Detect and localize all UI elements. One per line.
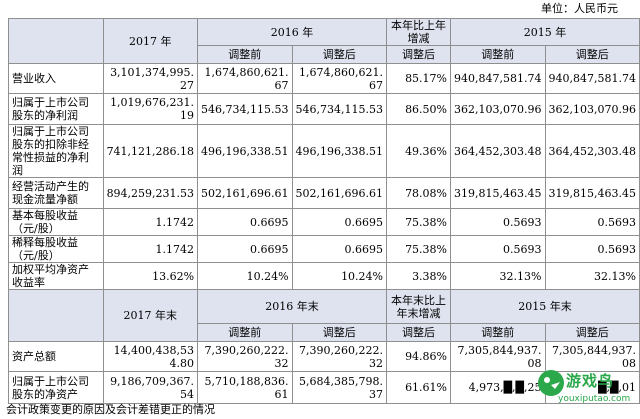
header-2015-end: 2015 年末 bbox=[450, 289, 640, 324]
row-label: 归属于上市公司股东的净利润 bbox=[8, 93, 104, 125]
cell-2017: 14,400,438,534.80 bbox=[102, 341, 199, 372]
cell-2016-before: 0.6695 bbox=[197, 235, 293, 263]
cell-2015-before: 7,305,844,937.08 bbox=[450, 341, 546, 372]
row-label: 资产总额 bbox=[8, 341, 104, 372]
header-change-after: 调整后 bbox=[386, 45, 452, 64]
table-row: 归属于上市公司股东的净资产 9,186,709,367.54 5,710,188… bbox=[8, 371, 640, 404]
cell-2017: 1.1742 bbox=[102, 208, 199, 236]
row-label: 基本每股收益（元/股） bbox=[8, 208, 104, 236]
cell-2016-after: 5,684,385,798.37 bbox=[291, 371, 388, 404]
header-change-end-after: 调整后 bbox=[386, 323, 452, 342]
cell-2016-before: 1,674,860,621.67 bbox=[197, 63, 293, 94]
cell-2015-before: 319,815,463.45 bbox=[450, 177, 546, 209]
cell-2015-before: 362,103,070.96 bbox=[450, 93, 546, 125]
header-corner bbox=[8, 18, 104, 64]
cell-2017: 1.1742 bbox=[102, 235, 199, 263]
table-row: 归属于上市公司股东的扣除非经常性损益的净利润 741,121,286.18 49… bbox=[8, 124, 640, 178]
cell-2016-after: 0.6695 bbox=[291, 235, 388, 263]
cell-2016-before: 7,390,260,222.32 bbox=[197, 341, 293, 372]
watermark-title: 游戏鸟 bbox=[566, 372, 615, 390]
row-label: 归属于上市公司股东的净资产 bbox=[8, 371, 104, 404]
cell-2015-after: 319,815,463.45 bbox=[544, 177, 640, 209]
cell-2016-after: 7,390,260,222.32 bbox=[291, 341, 388, 372]
header-2016-after: 调整后 bbox=[291, 45, 388, 64]
cell-2016-before: 10.24% bbox=[197, 262, 293, 290]
cell-2016-after: 0.6695 bbox=[291, 208, 388, 236]
footer-note: 会计政策变更的原因及会计差错更正的情况 bbox=[6, 403, 215, 416]
cell-2017: 3,101,374,995.27 bbox=[102, 63, 199, 94]
table-row: 资产总额 14,400,438,534.80 7,390,260,222.32 … bbox=[8, 341, 640, 372]
table-row: 基本每股收益（元/股） 1.1742 0.6695 0.6695 75.38% … bbox=[8, 208, 640, 236]
cell-2016-after: 496,196,338.51 bbox=[291, 124, 388, 178]
header-2015-end-before: 调整前 bbox=[450, 323, 546, 342]
header-2016-end-before: 调整前 bbox=[197, 323, 293, 342]
row-label: 归属于上市公司股东的扣除非经常性损益的净利润 bbox=[8, 124, 104, 178]
header-2015-after: 调整后 bbox=[544, 45, 640, 64]
table-row: 稀释每股收益（元/股） 1.1742 0.6695 0.6695 75.38% … bbox=[8, 235, 640, 263]
cell-2015-before: 0.5693 bbox=[450, 235, 546, 263]
cell-2015-before: 4,973,█,█,25 bbox=[450, 371, 546, 404]
cell-2017: 741,121,286.18 bbox=[102, 124, 199, 178]
cell-2016-before: 496,196,338.51 bbox=[197, 124, 293, 178]
row-label: 稀释每股收益（元/股） bbox=[8, 235, 104, 263]
financial-table: 2017 年 2016 年 本年比上年增减 2015 年 调整前 调整后 调整后… bbox=[8, 18, 640, 404]
cell-2015-after: 0.5693 bbox=[544, 235, 640, 263]
header-2016-before: 调整前 bbox=[197, 45, 293, 64]
cell-2017: 1,019,676,231.19 bbox=[102, 93, 199, 125]
header-change-end: 本年末比上年末增减 bbox=[386, 289, 452, 324]
header-2015-end-after: 调整后 bbox=[544, 323, 640, 342]
watermark-logo: 游戏鸟 youxiputao.com bbox=[536, 368, 632, 412]
cell-change: 61.61% bbox=[386, 371, 452, 404]
cell-2016-after: 1,674,860,621.67 bbox=[291, 63, 388, 94]
cell-2017: 9,186,709,367.54 bbox=[102, 371, 199, 404]
cell-2016-after: 502,161,696.61 bbox=[291, 177, 388, 209]
cell-change: 3.38% bbox=[386, 262, 452, 290]
header-2016-end-after: 调整后 bbox=[291, 323, 388, 342]
watermark-url: youxiputao.com bbox=[558, 394, 631, 404]
cell-change: 75.38% bbox=[386, 235, 452, 263]
cell-change: 75.38% bbox=[386, 208, 452, 236]
header-2016: 2016 年 bbox=[197, 18, 388, 46]
cell-2017: 13.62% bbox=[102, 262, 199, 290]
cell-2015-after: 940,847,581.74 bbox=[544, 63, 640, 94]
table-row: 营业收入 3,101,374,995.27 1,674,860,621.67 1… bbox=[8, 63, 640, 94]
header-2017-end: 2017 年末 bbox=[102, 289, 199, 342]
cell-2016-before: 502,161,696.61 bbox=[197, 177, 293, 209]
cell-2016-after: 546,734,115.53 bbox=[291, 93, 388, 125]
cell-change: 94.86% bbox=[386, 341, 452, 372]
cell-change: 85.17% bbox=[386, 63, 452, 94]
header-2017: 2017 年 bbox=[102, 18, 199, 64]
cell-2016-before: 546,734,115.53 bbox=[197, 93, 293, 125]
cell-2017: 894,259,231.53 bbox=[102, 177, 199, 209]
cell-2016-after: 10.24% bbox=[291, 262, 388, 290]
cell-2015-after: 362,103,070.96 bbox=[544, 93, 640, 125]
header-2016-end: 2016 年末 bbox=[197, 289, 388, 324]
header-corner-2 bbox=[8, 289, 104, 342]
cell-2016-before: 0.6695 bbox=[197, 208, 293, 236]
header-2015-before: 调整前 bbox=[450, 45, 546, 64]
cell-2016-before: 5,710,188,836.61 bbox=[197, 371, 293, 404]
table-row: 归属于上市公司股东的净利润 1,019,676,231.19 546,734,1… bbox=[8, 93, 640, 125]
cell-change: 49.36% bbox=[386, 124, 452, 178]
cell-2015-after: 0.5693 bbox=[544, 208, 640, 236]
row-label: 加权平均净资产收益率 bbox=[8, 262, 104, 290]
cell-change: 78.08% bbox=[386, 177, 452, 209]
unit-label: 单位：人民币元 bbox=[541, 2, 618, 15]
cell-2015-before: 940,847,581.74 bbox=[450, 63, 546, 94]
cell-2015-before: 0.5693 bbox=[450, 208, 546, 236]
row-label: 营业收入 bbox=[8, 63, 104, 94]
table-row: 经营活动产生的现金流量净额 894,259,231.53 502,161,696… bbox=[8, 177, 640, 209]
cell-2015-after: 7,305,844,937.08 bbox=[544, 341, 640, 372]
header-2015: 2015 年 bbox=[450, 18, 640, 46]
cell-2015-after: 32.13% bbox=[544, 262, 640, 290]
header-change: 本年比上年增减 bbox=[386, 18, 452, 46]
cell-2015-before: 32.13% bbox=[450, 262, 546, 290]
row-label: 经营活动产生的现金流量净额 bbox=[8, 177, 104, 209]
cell-2015-after: 364,452,303.48 bbox=[544, 124, 640, 178]
cell-2015-before: 364,452,303.48 bbox=[450, 124, 546, 178]
bird-logo-icon bbox=[538, 370, 564, 396]
table-row: 加权平均净资产收益率 13.62% 10.24% 10.24% 3.38% 32… bbox=[8, 262, 640, 290]
cell-change: 86.50% bbox=[386, 93, 452, 125]
